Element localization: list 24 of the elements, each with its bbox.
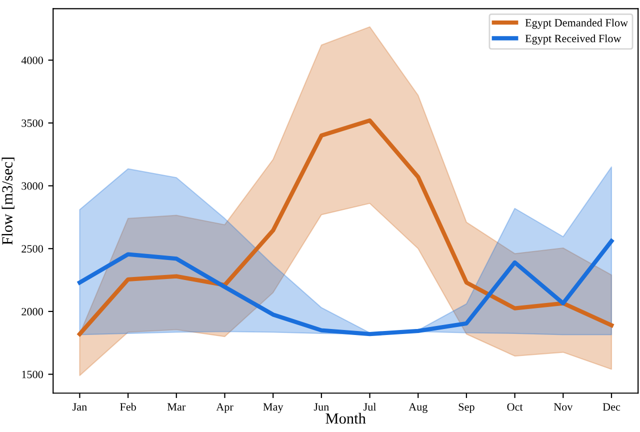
x-tick-label: Jun xyxy=(314,403,329,411)
y-tick-label: 3500 xyxy=(22,119,43,127)
x-tick-label: Oct xyxy=(507,403,523,411)
x-tick-label: Mar xyxy=(167,403,186,411)
legend-label: Egypt Demanded Flow xyxy=(525,18,628,29)
x-tick-label: Nov xyxy=(554,403,573,411)
x-axis-title: Month xyxy=(326,412,366,424)
y-tick-label: 1500 xyxy=(22,370,43,378)
x-tick-label: Apr xyxy=(216,403,234,413)
legend-label: Egypt Received Flow xyxy=(525,34,622,45)
y-tick-label: 4000 xyxy=(21,56,43,64)
x-tick-label: Dec xyxy=(602,403,620,411)
y-axis-title: Flow [m3/sec] xyxy=(2,158,14,245)
x-tick-label: Aug xyxy=(408,403,428,413)
x-tick-label: Sep xyxy=(458,403,474,413)
y-tick-label: 2000 xyxy=(22,308,43,316)
x-tick-label: Feb xyxy=(120,402,136,411)
y-tick-label: 2500 xyxy=(22,245,43,253)
line-series xyxy=(78,239,614,336)
x-tick-label: May xyxy=(263,403,284,413)
x-tick-label: Jan xyxy=(72,403,87,411)
x-tick-label: Jul xyxy=(364,402,376,411)
y-tick-label: 3000 xyxy=(22,182,43,190)
line-series xyxy=(78,118,614,336)
